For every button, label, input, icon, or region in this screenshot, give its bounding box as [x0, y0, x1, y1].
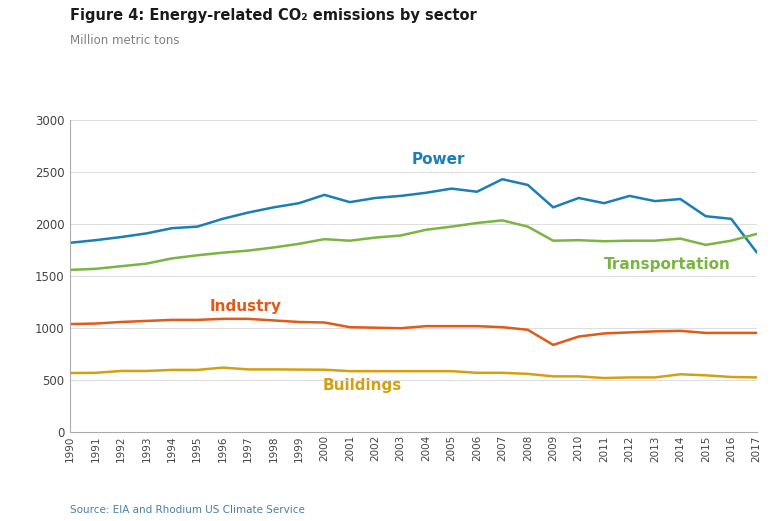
Text: Million metric tons: Million metric tons	[70, 34, 179, 47]
Text: Industry: Industry	[210, 299, 282, 314]
Text: Buildings: Buildings	[323, 378, 402, 393]
Text: Power: Power	[412, 152, 466, 167]
Text: Transportation: Transportation	[604, 257, 731, 272]
Text: Figure 4: Energy-related CO₂ emissions by sector: Figure 4: Energy-related CO₂ emissions b…	[70, 8, 477, 23]
Text: Source: EIA and Rhodium US Climate Service: Source: EIA and Rhodium US Climate Servi…	[70, 505, 305, 515]
